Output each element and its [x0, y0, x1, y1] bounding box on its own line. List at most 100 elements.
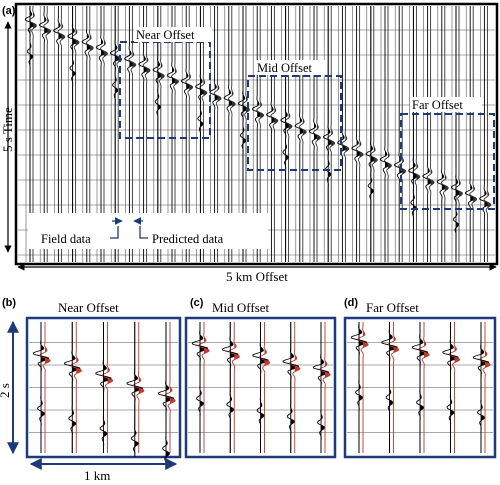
inset-predicted-trace-fill [294, 350, 300, 382]
near-label-bg [134, 27, 212, 42]
predicted-trace [284, 6, 293, 262]
panel-d-traces [347, 322, 493, 454]
panel-c: (c) Mid Offset [184, 297, 337, 459]
predicted-trace-fill [47, 12, 51, 45]
predicted-trace [398, 6, 407, 262]
panel-b-traces [29, 322, 178, 468]
predicted-trace [440, 6, 449, 262]
panel-a-traces [24, 5, 492, 262]
seismic-trace-secondary [410, 6, 417, 262]
seismic-trace-fill [356, 134, 362, 167]
inset-predicted-trace-fill [45, 342, 51, 374]
inset-predicted-trace-fill [264, 344, 270, 376]
inset-secondary-trace-fill [134, 425, 139, 457]
seismic-trace-fill [72, 22, 78, 55]
predicted-trace-fill [146, 51, 150, 84]
seismic-trace-fill [129, 45, 135, 78]
predicted-trace-fill [402, 152, 406, 185]
seismic-trace-fill [328, 123, 333, 156]
inset-secondary-trace-fill [41, 395, 45, 427]
inset-secondary-trace [226, 322, 235, 454]
inset-secondary-trace-fill [103, 415, 107, 447]
legend-field-connector [110, 226, 119, 239]
predicted-trace-fill [459, 175, 463, 207]
predicted-trace [341, 6, 350, 262]
inset-predicted-trace-fill [204, 332, 210, 364]
predicted-trace-fill [104, 35, 108, 67]
seismic-trace-secondary-fill [243, 122, 246, 154]
inset-secondary-trace [286, 322, 295, 454]
predicted-trace [355, 6, 364, 262]
inset-field-trace-fill [321, 354, 329, 386]
predicted-trace-fill [89, 29, 94, 62]
mid-offset-label: Mid Offset [257, 61, 313, 75]
inset-field-trace-fill [290, 348, 299, 380]
panel-c-title: Mid Offset [212, 300, 270, 315]
panel-d-frame [343, 316, 497, 459]
predicted-trace-fill [274, 102, 278, 135]
inset-predicted-trace [133, 322, 145, 454]
seismic-trace-fill [299, 112, 305, 145]
predicted-trace [369, 6, 378, 262]
inset-secondary-trace-fill [200, 385, 204, 417]
predicted-trace-fill [288, 107, 292, 140]
panel-c-letter: (c) [190, 297, 204, 309]
seismic-trace-fill [314, 118, 319, 150]
seismic-trace-fill [413, 157, 419, 190]
predicted-trace [384, 6, 392, 262]
predicted-trace-fill [444, 169, 449, 202]
panel-b-letter: (b) [2, 297, 16, 309]
seismic-trace-secondary-fill [413, 189, 416, 222]
predicted-trace-fill [231, 85, 236, 118]
predicted-trace-fill [487, 186, 491, 219]
seismic-trace-secondary-fill [200, 105, 203, 138]
predicted-trace-fill [416, 158, 420, 191]
seismic-trace-fill [44, 11, 49, 44]
panel-d-title: Far Offset [366, 300, 419, 315]
predicted-trace-fill [388, 147, 392, 179]
inset-secondary-trace-fill [166, 435, 170, 467]
panel-b-frame [25, 316, 182, 459]
predicted-trace-fill [317, 119, 321, 151]
far-offset-box [400, 113, 495, 210]
inset-secondary-trace-fill [389, 384, 393, 416]
inset-secondary-trace-fill [481, 399, 485, 431]
inset-predicted-trace-fill [424, 336, 430, 368]
seismic-trace-secondary-fill [30, 38, 33, 70]
inset-field-trace-fill [420, 334, 428, 366]
seismic-trace-secondary-fill [456, 206, 459, 238]
time-axis-label: 5 s Time [0, 107, 15, 152]
predicted-trace-fill [331, 124, 335, 157]
seismic-trace-secondary-fill [115, 71, 118, 104]
inset-secondary-trace-fill [420, 389, 424, 421]
inset-predicted-trace-fill [138, 372, 144, 404]
predicted-trace-fill [33, 7, 37, 39]
inset-field-trace-fill [450, 339, 459, 371]
predicted-trace-fill [373, 141, 378, 174]
seismic-trace-fill [257, 95, 262, 128]
predicted-trace-fill [430, 163, 434, 196]
seismic-trace-fill [86, 28, 92, 61]
inset-field-trace-fill [200, 330, 208, 362]
panel-b-time-label: 2 s [0, 383, 12, 398]
inset-secondary-trace-fill [290, 403, 295, 435]
predicted-trace-fill [359, 135, 363, 168]
predicted-trace-fill [302, 113, 307, 146]
inset-field-trace-fill [260, 342, 269, 374]
seismic-trace-fill [228, 84, 234, 117]
legend-predicted-label: Predicted data [152, 232, 224, 246]
seismic-trace-fill [30, 6, 35, 38]
inset-predicted-trace-fill [107, 362, 113, 394]
seismic-trace-fill [427, 162, 433, 195]
legend-bg [28, 213, 268, 249]
predicted-trace-fill [473, 180, 477, 213]
inset-secondary-trace-fill [260, 397, 264, 429]
predicted-trace-fill [132, 46, 136, 79]
seismic-trace-fill [342, 129, 348, 162]
inset-predicted-trace [228, 322, 240, 454]
seismic-trace-fill [370, 140, 376, 173]
seismic-trace-fill [285, 106, 291, 139]
seismic-trace-secondary-fill [328, 155, 331, 188]
seismic-trace-secondary [367, 6, 374, 262]
inset-secondary-trace [68, 322, 77, 454]
